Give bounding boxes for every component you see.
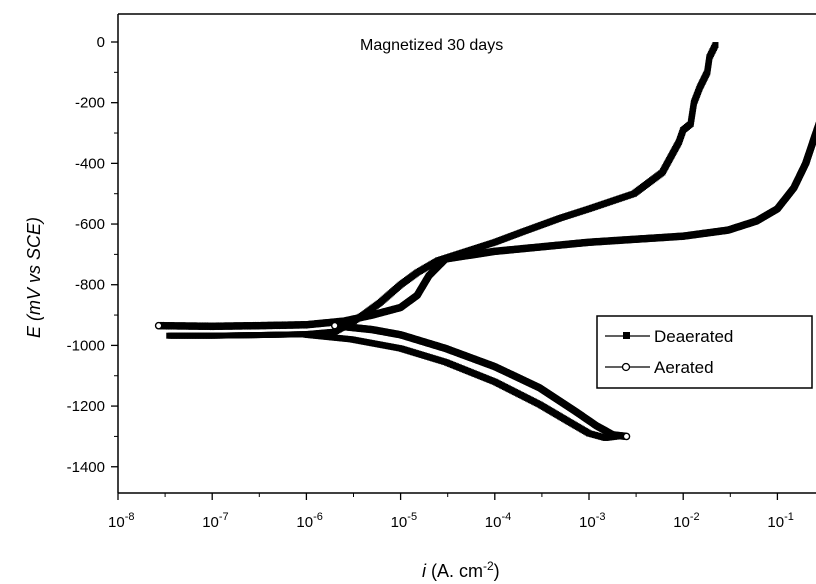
y-tick-label: -800 [75, 277, 105, 294]
annotation-text: Magnetized 30 days [360, 37, 503, 54]
y-tick-label: -1400 [67, 459, 105, 476]
x-axis-title-symbol: i [422, 561, 427, 581]
y-axis-title-unit: (mV vs SCE) [24, 217, 44, 326]
legend-label-deaerated: Deaerated [654, 327, 733, 346]
data-point [712, 42, 719, 49]
y-tick-label: -1200 [67, 398, 105, 415]
x-ticks: 10-8 10-7 10-6 10-5 10-4 10-3 10-2 10-1 [108, 493, 794, 531]
x-axis-title-close: ) [494, 561, 500, 581]
x-axis-title: i (A. cm-2) [422, 559, 500, 581]
x-tick-label: 10-5 [391, 511, 417, 531]
x-tick-label: 10-6 [296, 511, 322, 531]
x-tick-label: 10-4 [485, 511, 511, 531]
data-point-end [155, 322, 163, 330]
y-ticks: 0 -200 -400 -600 -800 -1000 -1200 -1400 [67, 34, 118, 476]
y-tick-label: -600 [75, 216, 105, 233]
series-layer [154, 42, 816, 441]
legend-box [596, 315, 813, 389]
legend: Deaerated Aerated [596, 315, 813, 389]
x-tick-label: 10-3 [579, 511, 605, 531]
axes [117, 13, 816, 494]
x-axis-title-exponent: -2 [483, 559, 494, 573]
x-tick-label: 10-2 [673, 511, 699, 531]
series-line [158, 129, 816, 328]
x-tick-label: 10-1 [767, 511, 793, 531]
x-tick-label: 10-8 [108, 511, 134, 531]
data-point-end [331, 322, 339, 330]
y-tick-label: -1000 [67, 337, 105, 354]
y-axis-title: E (mV vs SCE) [24, 217, 44, 338]
legend-marker-deaerated [623, 332, 630, 339]
series-aerated [154, 121, 816, 441]
legend-label-aerated: Aerated [654, 358, 714, 377]
x-axis-title-unit: (A. cm [426, 561, 483, 581]
data-point-end [622, 432, 631, 441]
y-tick-label: 0 [97, 34, 105, 51]
series-deaerated [166, 42, 719, 441]
y-tick-label: -400 [75, 155, 105, 172]
y-tick-label: -200 [75, 95, 105, 112]
y-axis-title-symbol: E [24, 325, 44, 338]
x-tick-label: 10-7 [202, 511, 228, 531]
legend-marker-aerated [621, 362, 631, 372]
